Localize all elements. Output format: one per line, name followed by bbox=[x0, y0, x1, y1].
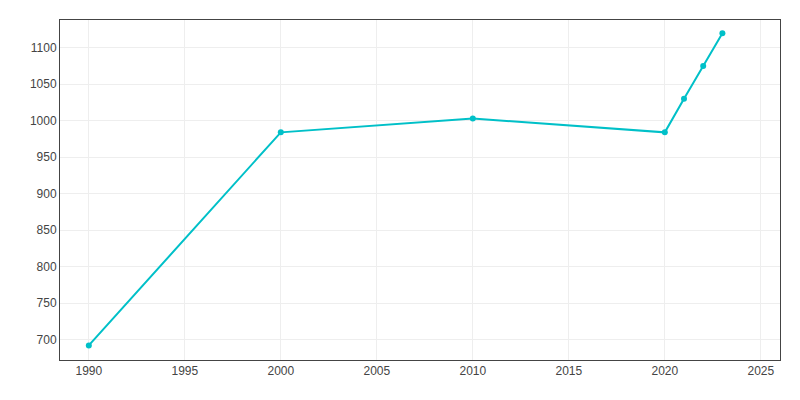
svg-text:700: 700 bbox=[37, 333, 57, 347]
svg-text:950: 950 bbox=[37, 150, 57, 164]
svg-text:800: 800 bbox=[37, 260, 57, 274]
svg-text:1050: 1050 bbox=[30, 77, 57, 91]
svg-text:2000: 2000 bbox=[267, 364, 294, 378]
svg-text:2015: 2015 bbox=[555, 364, 582, 378]
svg-text:2005: 2005 bbox=[363, 364, 390, 378]
svg-text:850: 850 bbox=[37, 223, 57, 237]
svg-text:750: 750 bbox=[37, 296, 57, 310]
svg-text:2025: 2025 bbox=[747, 364, 774, 378]
svg-text:1995: 1995 bbox=[171, 364, 198, 378]
svg-text:1990: 1990 bbox=[75, 364, 102, 378]
svg-text:2010: 2010 bbox=[459, 364, 486, 378]
svg-text:2020: 2020 bbox=[651, 364, 678, 378]
svg-text:1000: 1000 bbox=[30, 114, 57, 128]
svg-text:1100: 1100 bbox=[31, 41, 57, 55]
svg-text:900: 900 bbox=[37, 187, 57, 201]
